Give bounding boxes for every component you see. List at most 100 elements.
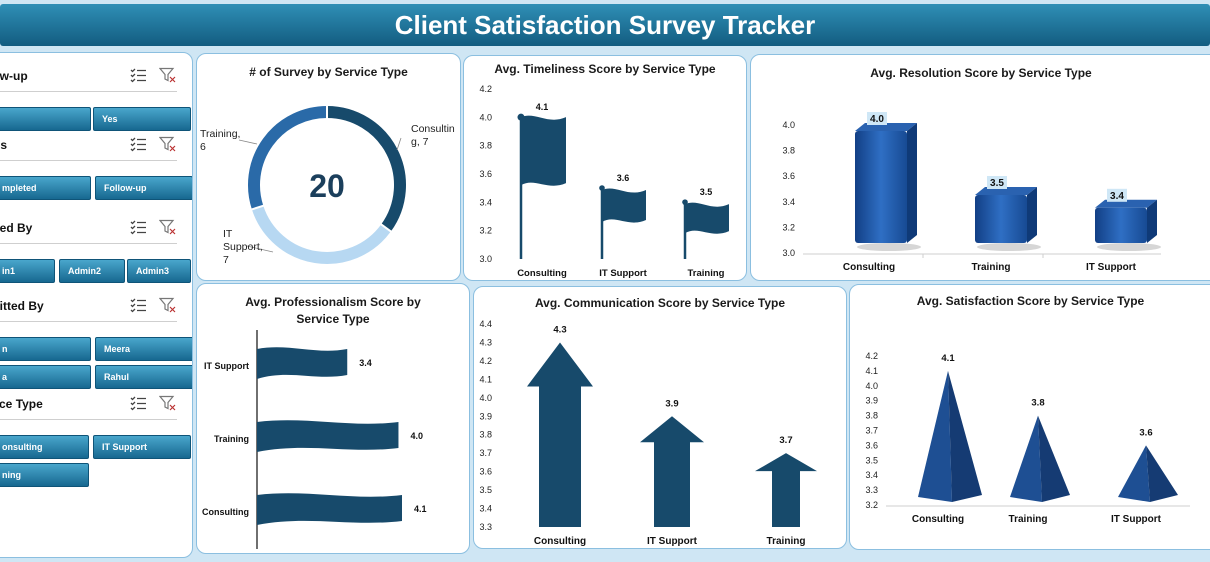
timeliness-y-tick: 3.6 — [479, 169, 492, 179]
satisfaction-panel: Avg. Satisfaction Score by Service Type … — [849, 284, 1210, 550]
clear-filter-icon[interactable] — [158, 297, 177, 313]
slicer-button-yes[interactable]: Yes — [93, 107, 191, 131]
resolution-bar-shadow — [857, 243, 921, 251]
clear-filter-icon[interactable] — [158, 395, 177, 411]
resolution-y-tick: 3.8 — [782, 146, 795, 156]
donut-slice-it-support — [251, 205, 391, 264]
satisfaction-y-tick: 3.8 — [865, 411, 878, 421]
slicer-button-n[interactable]: n — [0, 337, 91, 361]
multi-select-icon[interactable] — [129, 136, 147, 152]
communication-y-tick: 4.0 — [479, 393, 492, 403]
slicer-button-meera[interactable]: Meera — [95, 337, 192, 361]
resolution-y-tick: 3.4 — [782, 197, 795, 207]
resolution-bar-training — [975, 195, 1027, 243]
communication-y-tick: 3.9 — [479, 411, 492, 421]
timeliness-flag-consulting — [521, 115, 566, 186]
resolution-y-tick: 4.0 — [782, 120, 795, 130]
timeliness-y-tick: 4.2 — [479, 84, 492, 94]
satisfaction-y-tick: 3.6 — [865, 440, 878, 450]
donut-label-line: 6 — [200, 141, 206, 153]
resolution-y-tick: 3.6 — [782, 171, 795, 181]
satisfaction-y-tick: 3.9 — [865, 396, 878, 406]
donut-label-line: 7 — [223, 254, 229, 266]
slicer-button-onsulting[interactable]: onsulting — [0, 435, 89, 459]
satisfaction-chart: 3.2 3.3 3.4 3.5 3.6 3.7 3.8 3.9 4.0 4.1 4.2 4.1 Cons… — [865, 351, 1190, 525]
clear-filter-icon[interactable] — [158, 219, 177, 235]
donut-separator — [250, 204, 265, 211]
satisfaction-value-label-consulting: 4.1 — [941, 353, 955, 364]
slicer-button-item[interactable] — [0, 107, 91, 131]
slicer-header: vice Type — [0, 395, 192, 413]
survey-count-panel: # of Survey by Service Type 20 Consultin g… — [196, 53, 461, 281]
clear-filter-icon[interactable] — [158, 67, 177, 83]
resolution-y-tick: 3.2 — [782, 222, 795, 232]
professionalism-bar-training — [257, 420, 399, 452]
slicer-button-admin3[interactable]: Admin3 — [127, 259, 191, 283]
communication-y-tick: 3.8 — [479, 430, 492, 440]
timeliness-flag-knob — [599, 185, 605, 191]
professionalism-title-line1: Avg. Professionalism Score by — [245, 295, 421, 309]
resolution-bar-shadow — [977, 243, 1041, 251]
multi-select-icon[interactable] — [129, 219, 147, 235]
communication-y-tick: 3.3 — [479, 522, 492, 532]
donut-slice-consulting — [326, 106, 406, 232]
communication-x-label-it-support: IT Support — [647, 536, 698, 547]
donut-separator — [379, 222, 393, 233]
timeliness-panel: Avg. Timeliness Score by Service Type 3.… — [463, 55, 747, 281]
donut-label-it-support: IT Support, 7 — [223, 228, 263, 266]
slicer-button-a[interactable]: a — [0, 365, 91, 389]
professionalism-panel: Avg. Professionalism Score by Service Ty… — [196, 283, 470, 554]
professionalism-value-label-training: 4.0 — [410, 431, 423, 441]
satisfaction-value-label-training: 3.8 — [1031, 398, 1044, 409]
slicer-button-follow-up[interactable]: Follow-up — [95, 176, 192, 200]
communication-x-label-consulting: Consulting — [534, 536, 586, 547]
professionalism-chart: IT Support 3.4 Training 4.0 Consulting 4.1 — [202, 330, 427, 549]
timeliness-value-label-it-support: 3.6 — [617, 173, 630, 183]
multi-select-icon[interactable] — [129, 395, 147, 411]
slicer-title: ated By — [0, 221, 33, 235]
timeliness-flag-it-support — [602, 188, 646, 223]
donut-label-consulting: Consultin g, 7 — [411, 123, 455, 148]
communication-x-label-training: Training — [767, 536, 806, 547]
satisfaction-y-tick: 3.3 — [865, 485, 878, 495]
timeliness-chart: 3.0 3.2 3.4 3.6 3.8 4.0 4.2 4.1 Consulting 3.6 IT … — [479, 84, 729, 279]
resolution-value-box — [987, 176, 1007, 189]
slicer-button-it-support[interactable]: IT Support — [93, 435, 191, 459]
slicer-button-ning[interactable]: ning — [0, 463, 89, 487]
multi-select-icon[interactable] — [129, 297, 147, 313]
resolution-x-label-it-support: IT Support — [1086, 262, 1137, 273]
professionalism-title-line2: Service Type — [296, 312, 370, 326]
slicer-header: ated By — [0, 219, 192, 237]
multi-select-icon[interactable] — [129, 67, 147, 83]
communication-value-label-it-support: 3.9 — [665, 398, 678, 409]
slicer-button-in1[interactable]: in1 — [0, 259, 55, 283]
communication-panel: Avg. Communication Score by Service Type… — [473, 286, 847, 549]
communication-arrow-consulting — [527, 342, 593, 527]
satisfaction-x-label-it-support: IT Support — [1111, 514, 1162, 525]
timeliness-y-tick: 3.2 — [479, 226, 492, 236]
donut-label-line: Training, — [200, 128, 240, 140]
resolution-bar-side — [907, 123, 917, 243]
clear-filter-icon[interactable] — [158, 136, 177, 152]
professionalism-y-label-training: Training — [214, 434, 249, 444]
slicer-title: tus — [0, 138, 7, 152]
resolution-chart: 3.0 3.2 3.4 3.6 3.8 4.0 4.0 Consulting 3.5 Traini… — [782, 112, 1161, 273]
communication-chart: 3.3 3.4 3.5 3.6 3.7 3.8 3.9 4.0 4.1 4.2 4.3 4.4 4.3 C… — [479, 319, 817, 547]
slicer-button-admin2[interactable]: Admin2 — [59, 259, 125, 283]
communication-y-tick: 3.4 — [479, 504, 492, 514]
professionalism-y-label-it-support: IT Support — [204, 361, 249, 371]
donut-leader-line — [246, 245, 274, 253]
communication-value-label-consulting: 4.3 — [553, 324, 566, 335]
communication-value-label-training: 3.7 — [779, 435, 792, 446]
satisfaction-pyramid-right-it-support — [1146, 445, 1178, 502]
communication-y-tick: 4.3 — [479, 337, 492, 347]
communication-y-tick: 4.1 — [479, 374, 492, 384]
resolution-bar-side — [1147, 199, 1157, 243]
donut-label-line: Consultin — [411, 123, 455, 135]
slicer-button-rahul[interactable]: Rahul — [95, 365, 192, 389]
satisfaction-y-tick: 3.4 — [865, 470, 878, 480]
satisfaction-pyramid-left-it-support — [1118, 445, 1150, 502]
satisfaction-pyramid-right-consulting — [948, 370, 982, 502]
slicer-button-mpleted[interactable]: mpleted — [0, 176, 91, 200]
resolution-bar-consulting — [855, 131, 907, 243]
